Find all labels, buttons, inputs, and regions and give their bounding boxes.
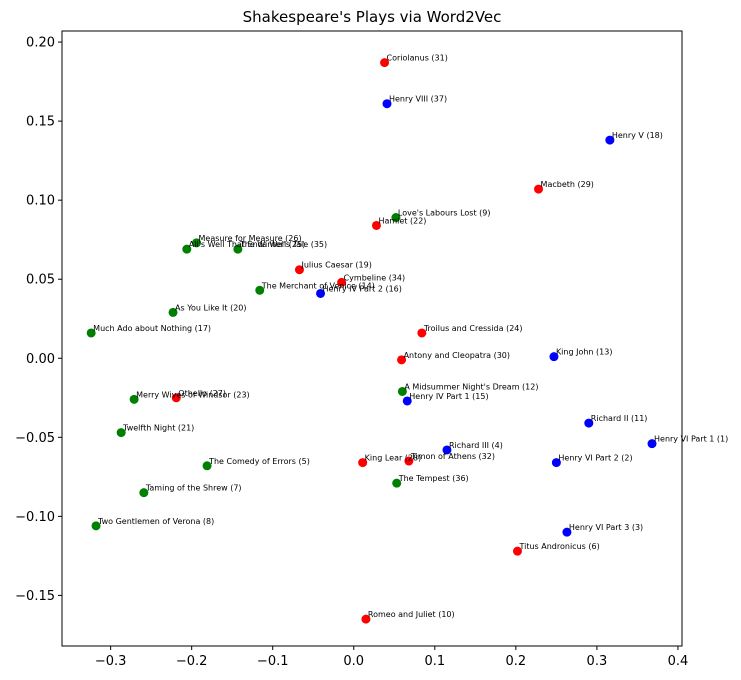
data-label: All's Well That Ends Well (25) xyxy=(189,240,305,249)
data-label: Henry VIII (37) xyxy=(389,95,447,104)
y-tick-label: −0.15 xyxy=(15,589,55,604)
x-tick-label: −0.3 xyxy=(95,654,127,669)
data-label: Macbeth (29) xyxy=(541,180,594,189)
data-label: A Midsummer Night's Dream (12) xyxy=(404,382,538,391)
data-label: King John (13) xyxy=(556,348,613,357)
data-label: Measure for Measure (26) xyxy=(199,234,302,243)
data-label: Henry VI Part 2 (2) xyxy=(558,454,632,463)
data-point xyxy=(391,213,401,223)
data-point xyxy=(512,546,522,556)
data-label: Two Gentlemen of Verona (8) xyxy=(97,517,214,526)
data-point xyxy=(549,352,559,362)
data-label: The Tempest (36) xyxy=(398,474,469,483)
x-tick-label: −0.2 xyxy=(176,654,208,669)
data-points xyxy=(86,58,657,624)
data-label: The Merchant of Venice (14) xyxy=(261,281,375,290)
data-label: Cymbeline (34) xyxy=(344,273,406,282)
data-point xyxy=(139,488,149,498)
data-label: Richard II (11) xyxy=(591,414,648,423)
y-tick-label: −0.10 xyxy=(15,510,55,525)
data-label: Henry V (18) xyxy=(612,131,663,140)
data-point xyxy=(358,458,368,468)
data-point xyxy=(337,277,347,287)
data-point xyxy=(417,328,427,338)
data-label: Henry IV Part 1 (15) xyxy=(409,392,488,401)
data-label: Henry VI Part 1 (1) xyxy=(654,435,728,444)
data-label: As You Like It (20) xyxy=(175,303,246,312)
y-tick-label: 0.00 xyxy=(26,352,55,367)
axes-frame xyxy=(61,30,683,647)
data-point xyxy=(584,418,594,428)
data-label: Romeo and Juliet (10) xyxy=(368,610,455,619)
data-point xyxy=(171,393,181,403)
data-point xyxy=(392,478,402,488)
data-label: Hamlet (22) xyxy=(378,216,426,225)
data-point xyxy=(371,220,381,230)
data-point xyxy=(91,521,101,531)
y-tick-label: −0.05 xyxy=(15,431,55,446)
data-label: Much Ado about Nothing (17) xyxy=(93,324,211,333)
data-label: The Comedy of Errors (5) xyxy=(208,457,310,466)
data-point xyxy=(86,328,96,338)
x-tick-label: 0.2 xyxy=(506,654,527,669)
chart-title: Shakespeare's Plays via Word2Vec xyxy=(243,8,502,26)
y-tick-label: 0.20 xyxy=(26,36,55,51)
data-point xyxy=(382,99,392,109)
data-point xyxy=(562,527,572,537)
data-point xyxy=(442,445,452,455)
data-point xyxy=(605,135,615,145)
data-point xyxy=(116,428,126,438)
data-label: Merry Wives of Windsor (23) xyxy=(136,390,250,399)
data-point xyxy=(202,461,212,471)
y-tick-label: 0.15 xyxy=(26,115,55,130)
x-tick-label: 0.1 xyxy=(424,654,445,669)
data-label: Troilus and Cressida (24) xyxy=(423,324,523,333)
data-label: Henry IV Part 2 (16) xyxy=(323,284,402,293)
data-point xyxy=(192,238,202,248)
data-label: The Winter's Tale (35) xyxy=(239,240,327,249)
data-point xyxy=(233,244,243,254)
data-label: Twelfth Night (21) xyxy=(122,424,194,433)
data-label: Richard III (4) xyxy=(449,441,503,450)
data-point xyxy=(397,386,407,396)
data-point xyxy=(316,288,326,298)
data-label: King Lear (28) xyxy=(365,454,422,463)
data-label: Coriolanus (31) xyxy=(387,54,448,63)
data-label: Love's Labours Lost (9) xyxy=(398,209,491,218)
data-point xyxy=(182,244,192,254)
y-axis: −0.15 −0.10 −0.05 0.00 0.05 0.10 0.15 0.20 xyxy=(15,36,62,604)
data-point xyxy=(168,307,178,317)
x-axis: −0.3 −0.2 −0.1 0.0 0.1 0.2 0.3 0.4 xyxy=(95,646,688,669)
data-point xyxy=(404,456,414,466)
x-tick-label: 0.4 xyxy=(668,654,689,669)
data-point xyxy=(534,184,544,194)
data-labels: Coriolanus (31) Henry VIII (37) Henry V (1… xyxy=(93,54,728,620)
data-point xyxy=(397,355,407,365)
x-tick-label: 0.3 xyxy=(587,654,608,669)
data-point xyxy=(294,265,304,275)
plot-area xyxy=(61,30,683,647)
y-tick-label: 0.10 xyxy=(26,194,55,209)
data-point xyxy=(129,394,139,404)
data-point xyxy=(361,614,371,624)
x-tick-label: 0.0 xyxy=(343,654,364,669)
data-label: Titus Andronicus (6) xyxy=(518,542,599,551)
data-label: Antony and Cleopatra (30) xyxy=(404,351,510,360)
x-tick-label: −0.1 xyxy=(257,654,289,669)
data-point xyxy=(402,396,412,406)
data-point xyxy=(380,58,390,68)
data-point xyxy=(255,285,265,295)
data-point xyxy=(551,458,561,468)
data-label: Henry VI Part 3 (3) xyxy=(569,523,643,532)
data-label: Taming of the Shrew (7) xyxy=(145,484,242,493)
data-label: Othello (27) xyxy=(178,389,226,398)
data-point xyxy=(647,439,657,449)
data-label: Julius Caesar (19) xyxy=(300,261,371,270)
data-label: Timon of Athens (32) xyxy=(410,452,495,461)
y-tick-label: 0.05 xyxy=(26,273,55,288)
